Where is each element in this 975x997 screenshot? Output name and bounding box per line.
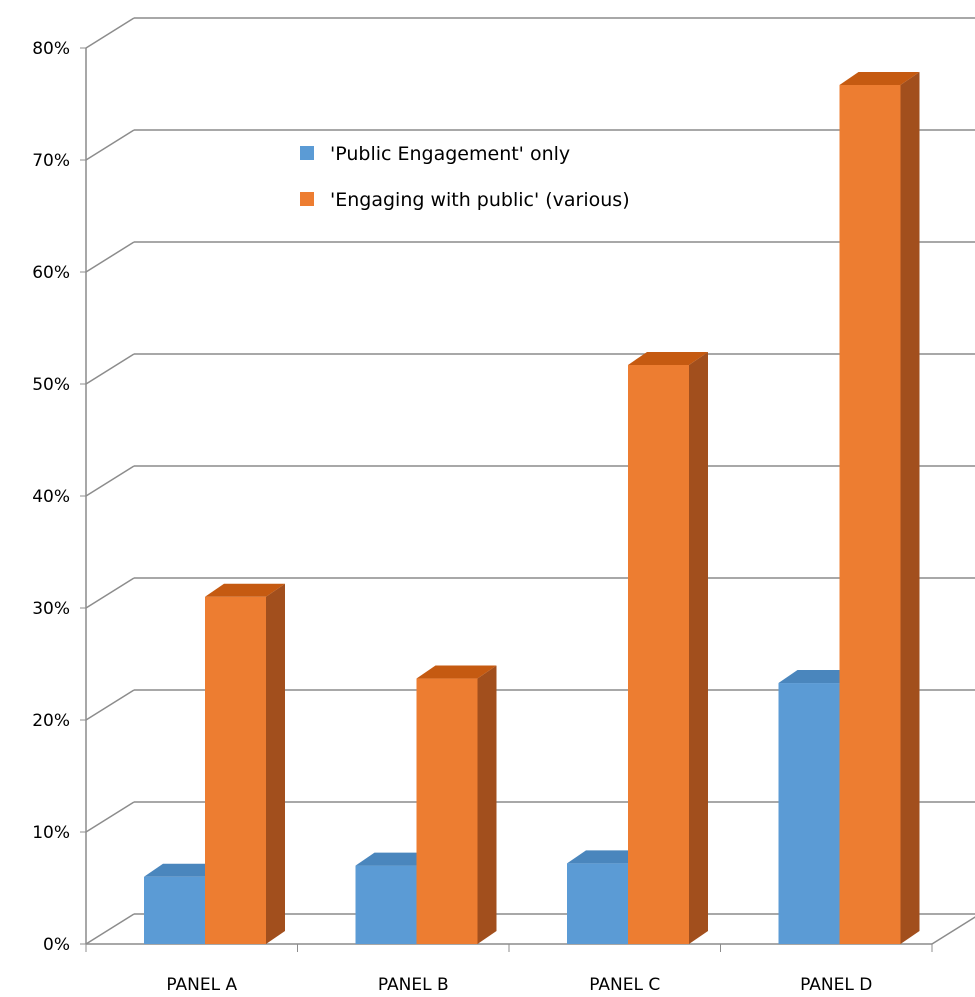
bar-side [900, 71, 920, 944]
side-wall-gridline [85, 17, 135, 49]
bar-front [778, 683, 840, 944]
legend-label-public-engagement: 'Public Engagement' only [330, 143, 570, 165]
bar-top [567, 850, 647, 864]
side-wall-gridline [85, 801, 135, 833]
bar-top [839, 71, 920, 85]
x-tick-label: PANEL A [166, 975, 237, 993]
x-tick-label: PANEL C [589, 975, 660, 993]
side-wall-gridline [85, 577, 135, 609]
bar-top [778, 670, 859, 684]
y-tick-label: 30% [32, 599, 70, 619]
bar-front [416, 678, 478, 944]
side-wall-gridline [85, 353, 135, 385]
y-tick-label: 50% [32, 375, 70, 395]
bar-front [628, 364, 689, 945]
side-wall-gridline [85, 241, 135, 273]
bar [205, 583, 285, 944]
legend: 'Public Engagement' only 'Engaging with … [300, 143, 630, 211]
y-tick-label: 20% [32, 711, 70, 731]
bar-top [628, 351, 708, 365]
side-wall-gridline [85, 465, 135, 497]
side-wall-gridline [85, 913, 135, 945]
legend-label-engaging-with-public: 'Engaging with public' (various) [330, 189, 630, 211]
bars [144, 71, 920, 945]
bar-front [355, 865, 417, 944]
bar-side [689, 351, 708, 945]
bar-side [266, 583, 285, 944]
y-tick-label: 70% [32, 151, 70, 171]
bar-top [144, 863, 224, 877]
bar-top [355, 852, 436, 866]
bar-front [205, 596, 266, 944]
bar-front [567, 863, 628, 944]
legend-swatch-engaging-with-public [300, 192, 314, 206]
x-tick-label: PANEL B [378, 975, 449, 993]
bar-front [839, 84, 901, 944]
legend-swatch-public-engagement [300, 146, 314, 160]
side-wall-gridline [85, 129, 135, 161]
floor-right-edge [931, 916, 975, 945]
side-wall-gridline [85, 689, 135, 721]
bar [839, 71, 920, 944]
y-tick-label: 80% [32, 39, 70, 59]
bar-top [205, 583, 285, 597]
y-tick-label: 60% [32, 263, 70, 283]
bar-front [144, 876, 205, 944]
tick-labels: 0% 10% 20% 30% 40% 50% 60% 70% 80% PANEL A PANEL B… [32, 39, 872, 995]
bar-top [416, 665, 497, 679]
bar [416, 665, 497, 944]
y-tick-label: 10% [32, 823, 70, 843]
bar [628, 351, 708, 945]
bar-side [477, 665, 497, 944]
x-tick-label: PANEL D [800, 975, 872, 993]
y-tick-label: 40% [32, 487, 70, 507]
y-tick-label: 0% [43, 935, 70, 955]
